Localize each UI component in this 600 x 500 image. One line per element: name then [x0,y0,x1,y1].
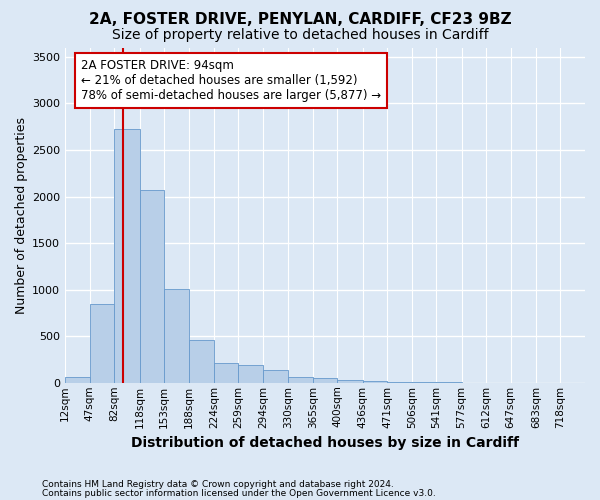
Bar [188,340,214,383]
Bar [65,377,90,383]
Bar [263,370,288,383]
Text: 2A, FOSTER DRIVE, PENYLAN, CARDIFF, CF23 9BZ: 2A, FOSTER DRIVE, PENYLAN, CARDIFF, CF23… [89,12,511,28]
Bar [164,288,188,383]
Bar [238,364,263,383]
Text: Size of property relative to detached houses in Cardiff: Size of property relative to detached ho… [112,28,488,42]
Bar [313,378,337,383]
Bar [90,304,114,383]
Text: 2A FOSTER DRIVE: 94sqm
← 21% of detached houses are smaller (1,592)
78% of semi-: 2A FOSTER DRIVE: 94sqm ← 21% of detached… [81,59,381,102]
Bar [362,382,387,383]
Bar [140,190,164,383]
Bar [214,362,238,383]
Bar [387,382,412,383]
Bar [337,380,362,383]
Bar [114,128,140,383]
Text: Contains HM Land Registry data © Crown copyright and database right 2024.: Contains HM Land Registry data © Crown c… [42,480,394,489]
Bar [288,376,313,383]
X-axis label: Distribution of detached houses by size in Cardiff: Distribution of detached houses by size … [131,436,519,450]
Text: Contains public sector information licensed under the Open Government Licence v3: Contains public sector information licen… [42,488,436,498]
Y-axis label: Number of detached properties: Number of detached properties [15,116,28,314]
